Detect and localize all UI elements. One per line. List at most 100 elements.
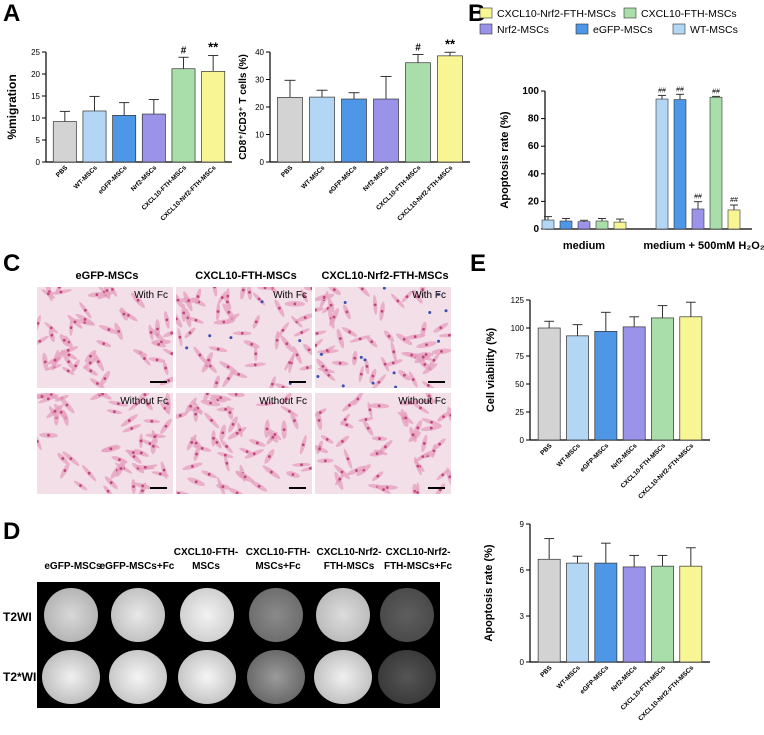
nucleus-mark (79, 484, 82, 487)
bar-cxcl10-nrf2-fth-mscs (613, 221, 627, 230)
nucleus-mark (215, 440, 219, 444)
nucleus-mark (293, 419, 296, 423)
nucleus-mark (332, 315, 336, 319)
iron-stain-mark (371, 381, 375, 385)
nucleus-mark (167, 379, 171, 383)
nucleus-mark (61, 457, 65, 460)
nucleus-mark (209, 401, 212, 405)
y-axis-label: Apoptosis rate (%) (499, 111, 511, 209)
nucleus-mark (37, 321, 40, 325)
nucleus-mark (422, 442, 426, 445)
nucleus-mark (216, 347, 220, 351)
significance-mark: ** (445, 36, 456, 51)
mri-row-label: T2*WI (3, 670, 37, 684)
fc-condition-label: With Fc (273, 290, 307, 301)
nucleus-mark (227, 377, 230, 380)
nucleus-mark (116, 402, 120, 406)
category-label: Nrf2-MSCs (130, 164, 159, 193)
nucleus-mark (355, 469, 358, 472)
bar-cxcl10-fth-mscs (171, 68, 196, 163)
nucleus-mark (69, 457, 73, 461)
nucleus-mark (112, 410, 116, 414)
legend-swatch (623, 7, 637, 19)
bar-nrf2-mscs (577, 221, 591, 230)
significance-mark: ## (694, 194, 702, 201)
nucleus-mark (226, 300, 229, 304)
nucleus-mark (190, 441, 194, 444)
nucleus-mark (439, 326, 443, 330)
nucleus-mark (118, 458, 121, 462)
micrograph-tile: With Fc (176, 287, 312, 388)
nucleus-mark (150, 419, 154, 423)
y-tick-label: 40 (528, 169, 540, 180)
nucleus-mark (235, 431, 239, 435)
y-tick-label: 25 (31, 48, 40, 57)
bar-cxcl10-nrf2-fth-mscs (679, 565, 703, 663)
nucleus-mark (243, 475, 247, 479)
nucleus-mark (315, 343, 318, 347)
mri-phantom-t2 (249, 588, 303, 642)
nucleus-mark (139, 451, 143, 455)
nucleus-mark (263, 287, 267, 290)
iron-stain-mark (260, 300, 264, 304)
scale-bar (289, 487, 306, 489)
nucleus-mark (387, 334, 391, 338)
iron-stain-mark (437, 339, 441, 343)
nucleus-mark (87, 471, 91, 475)
nucleus-mark (96, 382, 99, 385)
iron-stain-mark (392, 371, 396, 375)
iron-stain-mark (444, 309, 448, 313)
nucleus-mark (170, 331, 173, 335)
nucleus-mark (404, 416, 408, 420)
iron-stain-mark (359, 355, 363, 359)
nucleus-mark (220, 296, 224, 299)
cell-viability-chart: 0 25 50 75 100 125 Cell viability (%) PBS WT-MSC… (485, 296, 710, 501)
mri-column-label: eGFP-MSCs+Fc (99, 561, 175, 572)
nucleus-mark (47, 433, 50, 437)
mri-image-strip (37, 582, 440, 708)
nucleus-mark (348, 330, 352, 334)
nucleus-mark (210, 418, 213, 422)
cell-pattern (176, 287, 312, 388)
bar-wt-mscs (541, 219, 555, 230)
bar-egfp-mscs (559, 220, 573, 230)
nucleus-mark (237, 373, 241, 376)
nucleus-mark (241, 288, 245, 292)
nucleus-mark (235, 491, 239, 494)
nucleus-mark (166, 402, 170, 405)
nucleus-mark (421, 455, 425, 459)
nucleus-mark (130, 426, 134, 430)
mri-column-label: CXCL10-FTH- MSCs (173, 547, 239, 572)
bar-egfp-mscs (594, 331, 618, 441)
nucleus-mark (271, 435, 275, 439)
nucleus-mark (50, 333, 54, 337)
iron-stain-mark (208, 334, 212, 338)
nucleus-mark (59, 410, 63, 414)
nucleus-mark (83, 318, 87, 321)
nucleus-mark (176, 317, 178, 321)
nucleus-mark (424, 353, 428, 356)
nucleus-mark (295, 353, 299, 357)
nucleus-mark (340, 470, 344, 474)
y-tick-label: 0 (520, 658, 525, 667)
iron-stain-mark (428, 310, 432, 314)
nucleus-mark (221, 485, 225, 489)
nucleus-mark (427, 394, 431, 398)
nucleus-mark (271, 382, 274, 386)
nucleus-mark (95, 293, 99, 297)
nucleus-mark (222, 320, 226, 324)
nucleus-mark (422, 327, 425, 331)
nucleus-mark (105, 289, 109, 292)
nucleus-mark (278, 306, 281, 310)
category-label: eGFP-MSCs (579, 664, 611, 696)
nucleus-mark (338, 337, 342, 340)
nucleus-mark (338, 361, 342, 365)
nucleus-mark (140, 489, 144, 493)
mri-column-label: CXCL10-FTH- MSCs+Fc (245, 547, 311, 572)
nucleus-mark (281, 328, 285, 332)
nucleus-mark (384, 445, 387, 449)
y-axis-label: Cell viability (%) (485, 327, 497, 412)
scale-bar (428, 487, 445, 489)
cell-mark (212, 287, 218, 297)
cd8-tcell-chart: 0 10 20 30 40 CD8⁺/CD3⁺ T cells (%) PBS WT-MSCs… (238, 36, 470, 223)
